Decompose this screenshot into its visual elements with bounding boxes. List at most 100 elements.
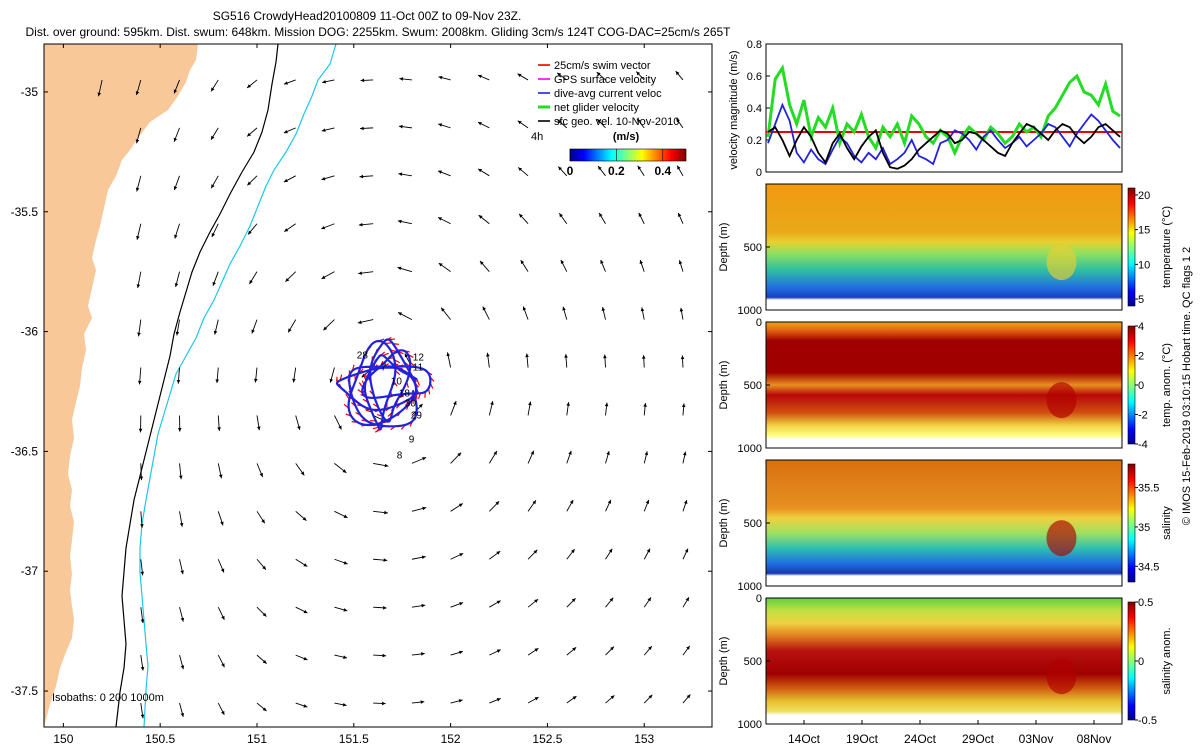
legend-label: GPS surface velocity xyxy=(554,74,657,86)
speed-colorbar xyxy=(569,148,687,162)
velocity-arrowhead xyxy=(360,126,364,131)
depth-tick-label: 500 xyxy=(744,518,762,530)
figure-title: SG516 CrowdyHead20100809 11-Oct 00Z to 0… xyxy=(213,9,522,23)
velocity-arrowhead xyxy=(253,378,258,383)
velocity-arrowhead xyxy=(677,212,682,217)
legend-label: dive-avg current veloc xyxy=(554,88,662,100)
velocity-arrowhead xyxy=(533,549,538,554)
section-sal_anom: 0 500 1000 Depth (m) 0.5 0 -0.5 salinity anom. 1… xyxy=(718,593,1173,746)
net-velocity-line xyxy=(766,64,1121,157)
colorbar-tick-label: 34.5 xyxy=(1138,561,1159,573)
y-tick-label: -35.5 xyxy=(11,205,39,219)
depth-tick-label: 500 xyxy=(744,242,762,254)
velocity-arrowhead xyxy=(397,266,402,271)
velocity-arrowhead xyxy=(211,232,216,237)
velocity-arrowhead xyxy=(221,615,225,620)
colorbar-tick-label: 10 xyxy=(1138,259,1150,271)
velocity-arrowhead xyxy=(459,602,464,606)
velocity-arrowhead xyxy=(247,181,252,186)
velocity-arrowhead xyxy=(136,235,140,240)
velocity-arrowhead xyxy=(639,260,644,265)
velocity-arrowhead xyxy=(359,174,364,179)
velocity-arrowhead xyxy=(683,500,688,505)
velocity-arrowhead xyxy=(397,219,402,224)
velocity-arrowhead xyxy=(638,212,643,217)
map-legend: 25cm/s swim vector GPS surface velocity di… xyxy=(538,60,679,128)
velocity-arrowhead xyxy=(517,120,522,125)
velocity-panel: 0 0.2 0.4 0.6 0.8 velocity magnitude (m/s) xyxy=(728,39,1123,179)
velocity-arrowhead xyxy=(522,306,527,311)
track-label: 30 xyxy=(405,398,417,409)
velocity-arrowhead xyxy=(343,608,348,612)
depth-tick-label: 500 xyxy=(744,656,762,668)
velocity-arrowhead xyxy=(486,352,490,357)
velocity-arrowhead xyxy=(534,648,539,652)
velocity-arrowhead xyxy=(518,167,523,172)
velocity-arrowhead xyxy=(421,603,426,608)
velocity-arrowhead xyxy=(343,561,348,565)
depth-axis-label: Depth (m) xyxy=(718,637,730,686)
velocity-arrowhead xyxy=(283,129,288,134)
y-tick-label: -36 xyxy=(21,325,39,339)
colorbar-label: salinity xyxy=(1161,506,1173,540)
velocity-tick-label: 0.6 xyxy=(747,71,762,83)
track-label: 8 xyxy=(397,450,403,461)
velocity-tick-label: 0.2 xyxy=(747,135,762,147)
x-tick-label: 152 xyxy=(441,732,461,746)
velocity-arrowhead xyxy=(534,599,539,603)
velocity-arrowhead xyxy=(604,402,609,407)
velocity-arrowhead xyxy=(558,166,562,171)
velocity-arrowhead xyxy=(438,170,443,174)
velocity-arrowhead xyxy=(453,401,457,406)
colorbar-tick-label: -4 xyxy=(1138,439,1148,451)
velocity-arrowhead xyxy=(480,260,484,265)
velocity-arrowhead xyxy=(180,570,184,575)
velocity-arrowhead xyxy=(678,260,683,265)
velocity-arrowhead xyxy=(173,137,178,142)
velocity-arrowhead xyxy=(213,330,218,335)
velocity-arrowhead xyxy=(292,378,296,383)
velocity-arrowhead xyxy=(646,548,651,553)
velocity-arrowhead xyxy=(384,463,389,468)
velocity-arrowhead xyxy=(458,503,463,507)
velocity-arrowhead xyxy=(284,81,288,85)
velocity-arrowhead xyxy=(610,646,614,651)
speed-colorbar-ticks: 0 0.2 0.4 xyxy=(567,149,671,178)
velocity-arrowhead xyxy=(140,571,145,576)
y-tick-label: -37.5 xyxy=(11,684,39,698)
velocity-arrowhead xyxy=(303,609,308,614)
eddy-anomaly xyxy=(1046,520,1077,557)
velocity-arrowhead xyxy=(135,91,140,95)
velocity-arrowhead xyxy=(597,119,602,123)
colorbar-tick-label: 0.5 xyxy=(1138,597,1153,609)
velocity-arrowhead xyxy=(249,279,253,284)
velocity-arrowhead xyxy=(358,222,363,227)
velocity-arrowhead xyxy=(382,606,387,610)
x-tick-label: 152.5 xyxy=(532,732,562,746)
velocity-arrowhead xyxy=(648,694,653,699)
velocity-arrowhead xyxy=(97,92,102,97)
velocity-arrowhead xyxy=(677,165,681,170)
velocity-arrowhead xyxy=(321,275,326,279)
velocity-arrowhead xyxy=(212,281,216,286)
depth-axis-label: Depth (m) xyxy=(718,361,730,410)
time-tick-label: 03Nov xyxy=(1019,732,1054,746)
velocity-arrowhead xyxy=(247,132,252,137)
velocity-arrowhead xyxy=(173,89,178,94)
colorbar-tick-label: 5 xyxy=(1138,294,1144,306)
velocity-arrowhead xyxy=(247,84,252,88)
velocity-arrowhead xyxy=(135,139,140,144)
velocity-arrowhead xyxy=(644,451,649,456)
geo-velocity-line xyxy=(767,122,1121,170)
time-tick-label: 19Oct xyxy=(846,732,879,746)
velocity-arrowhead xyxy=(610,695,615,700)
velocity-arrowhead xyxy=(251,329,255,334)
isobath-200m xyxy=(115,44,279,727)
colorbar-tick-label: 35.5 xyxy=(1138,483,1159,495)
velocity-arrowhead xyxy=(477,74,482,79)
track-label: 28 xyxy=(357,350,369,361)
velocity-arrowhead xyxy=(496,649,501,653)
velocity-arrowhead xyxy=(458,650,463,655)
velocity-arrowhead xyxy=(496,600,501,604)
